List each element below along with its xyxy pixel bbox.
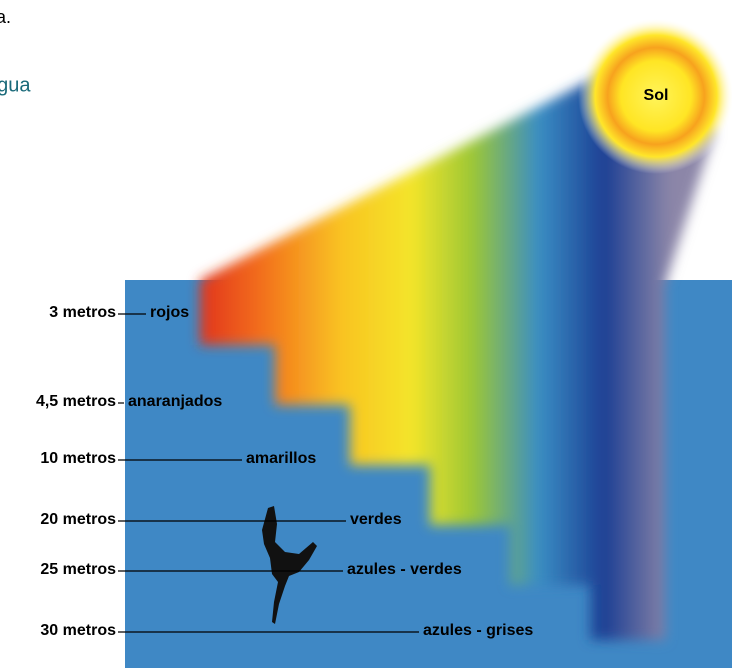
depth-label: 3 metros: [49, 304, 116, 321]
page: {"header": {"fragment_1": "a.", "fragmen…: [0, 0, 732, 668]
header-fragment: a.: [0, 7, 11, 27]
sun-label: Sol: [644, 87, 669, 104]
depth-label: 4,5 metros: [36, 393, 116, 410]
depth-label: 20 metros: [40, 511, 116, 528]
color-label: amarillos: [246, 450, 316, 467]
color-label: azules - grises: [423, 622, 533, 639]
depth-label: 25 metros: [40, 561, 116, 578]
diagram: a. agua Sol 3 metros rojos 4,5 metros anara…: [0, 0, 732, 668]
depth-label: 10 metros: [40, 450, 116, 467]
color-label: rojos: [150, 304, 189, 321]
depth-label: 30 metros: [40, 622, 116, 639]
color-label: anaranjados: [128, 393, 222, 410]
color-label: azules - verdes: [347, 561, 462, 578]
header-fragment: agua: [0, 74, 31, 96]
color-label: verdes: [350, 511, 402, 528]
